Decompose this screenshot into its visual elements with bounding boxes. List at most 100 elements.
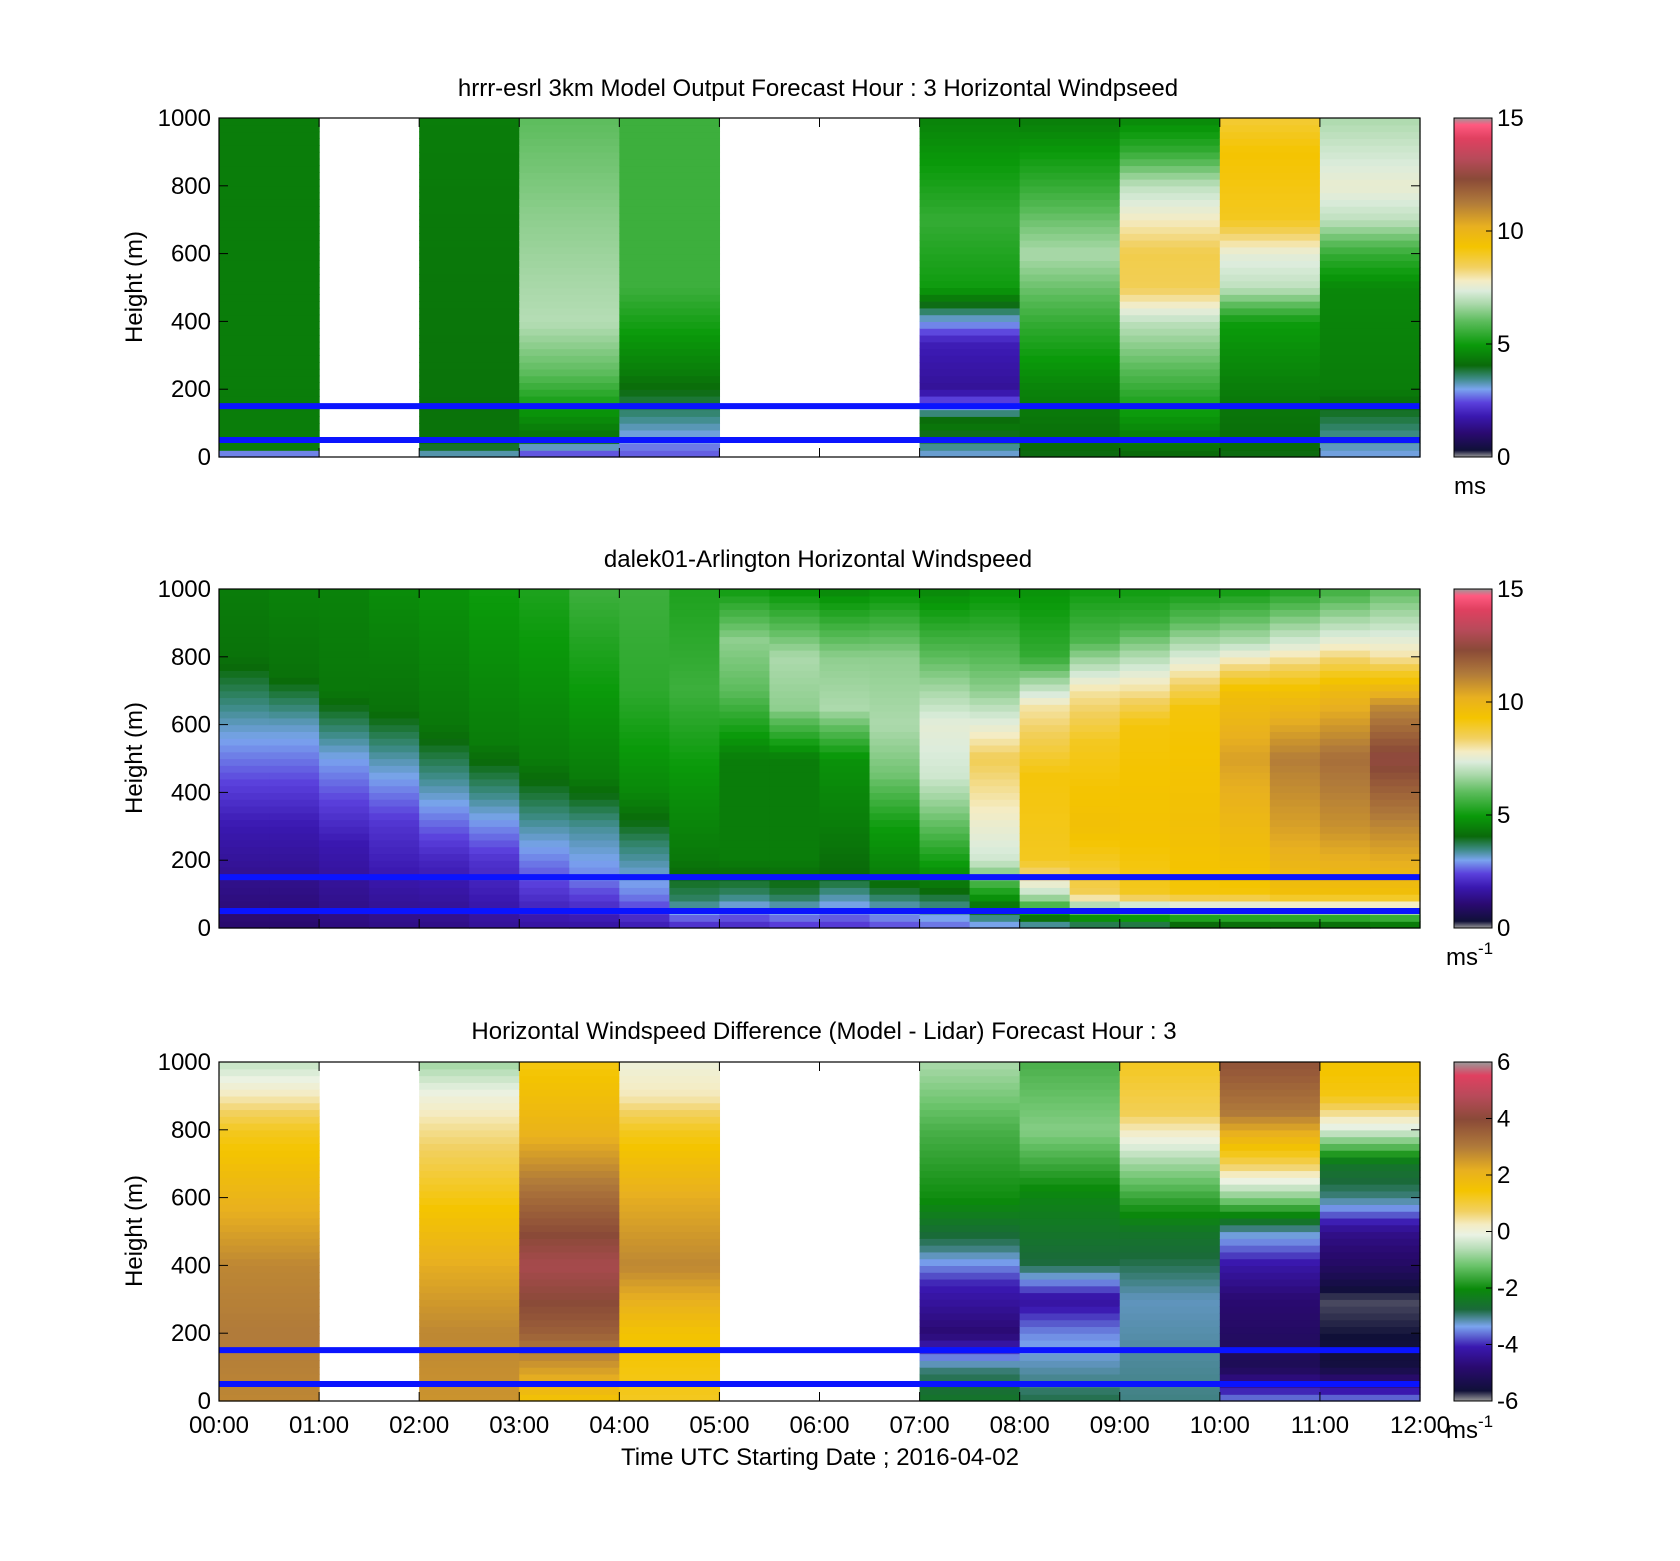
heatmap-cell <box>1319 158 1421 167</box>
heatmap-cell <box>519 683 570 692</box>
heatmap-cell <box>619 301 721 309</box>
heatmap-cell <box>219 1265 320 1273</box>
heatmap-cell <box>969 846 1021 855</box>
heatmap-cell <box>619 1062 721 1070</box>
heatmap-cell <box>1019 914 1071 922</box>
heatmap-cell <box>419 219 520 228</box>
heatmap-cell <box>1119 860 1171 868</box>
heatmap-cell <box>919 151 1021 160</box>
heatmap-cell <box>419 348 520 356</box>
heatmap-cell <box>1319 1156 1421 1165</box>
heatmap-cell <box>1019 1102 1121 1111</box>
heatmap-cell <box>519 348 620 356</box>
heatmap-cell <box>1219 1360 1321 1368</box>
heatmap-cell <box>1019 656 1071 665</box>
heatmap-cell <box>1169 609 1221 617</box>
heatmap-cell <box>619 226 721 234</box>
heatmap-cell <box>1369 636 1421 644</box>
heatmap-cell <box>1319 792 1371 800</box>
heatmap-cell <box>1269 602 1321 610</box>
heatmap-cell <box>519 670 570 678</box>
heatmap-cell <box>1319 826 1371 834</box>
heatmap-cell <box>619 772 670 780</box>
heatmap-cell <box>1319 602 1371 610</box>
heatmap-cell <box>219 731 270 739</box>
heatmap-cell <box>1019 1251 1121 1260</box>
heatmap-cell <box>519 1367 620 1375</box>
heatmap-cell <box>1319 1062 1421 1070</box>
heatmap-cell <box>969 778 1021 787</box>
heatmap-cell <box>419 663 470 671</box>
heatmap-cell <box>1219 409 1321 417</box>
heatmap-cell <box>969 731 1021 739</box>
heatmap-cell <box>619 240 721 248</box>
heatmap-cell <box>569 758 620 766</box>
heatmap-cell <box>1319 704 1371 712</box>
heatmap-cell <box>1019 1339 1121 1348</box>
heatmap-cell <box>419 294 520 302</box>
heatmap-cell <box>619 1163 721 1172</box>
heatmap-cell <box>619 1265 721 1273</box>
heatmap-cell <box>1319 860 1371 868</box>
heatmap-cell <box>1169 656 1221 665</box>
heatmap-cell <box>1319 900 1371 909</box>
heatmap-cell <box>619 1143 721 1151</box>
heatmap-cell <box>619 334 721 343</box>
heatmap-cell <box>419 253 520 261</box>
heatmap-cell <box>469 663 520 671</box>
heatmap-cell <box>1169 731 1221 739</box>
heatmap-cell <box>1119 1197 1221 1205</box>
heatmap-cell <box>719 629 771 638</box>
heatmap-cell <box>919 1095 1021 1104</box>
heatmap-cell <box>519 778 570 787</box>
heatmap-cell <box>1319 1204 1421 1212</box>
heatmap-cell <box>1319 341 1421 350</box>
heatmap-cell <box>269 860 320 868</box>
heatmap-cell <box>619 1089 721 1097</box>
heatmap-cell <box>269 724 320 732</box>
heatmap-cell <box>519 131 620 139</box>
heatmap-cell <box>419 758 470 766</box>
heatmap-cell <box>519 233 620 241</box>
heatmap-cell <box>1119 172 1221 180</box>
heatmap-cell <box>1119 1258 1221 1266</box>
heatmap-cell <box>1269 812 1321 821</box>
heatmap-cell <box>1269 839 1321 848</box>
heatmap-cell <box>919 683 971 692</box>
heatmap-cell <box>1319 307 1421 316</box>
heatmap-cell <box>919 1238 1021 1246</box>
heatmap-cell <box>1019 758 1071 766</box>
heatmap-cell <box>1269 744 1321 753</box>
heatmap-cell <box>1319 212 1421 221</box>
heatmap-cell <box>419 697 470 705</box>
heatmap-cell <box>519 799 570 807</box>
heatmap-cell <box>719 650 771 658</box>
heatmap-cell <box>1019 307 1121 316</box>
heatmap-cell <box>1119 1184 1221 1192</box>
heatmap-cell <box>269 602 320 610</box>
heatmap-cell <box>1319 206 1421 214</box>
heatmap-cell <box>519 914 570 922</box>
heatmap-cell <box>1119 1143 1221 1151</box>
heatmap-cell <box>419 429 520 438</box>
heatmap-cell <box>719 778 771 787</box>
heatmap-cell <box>519 1184 620 1192</box>
heatmap-cell <box>519 294 620 302</box>
panel-model-output: hrrr-esrl 3km Model Output Forecast Hour… <box>121 75 1524 500</box>
heatmap-cell <box>919 1082 1021 1090</box>
heatmap-cell <box>1019 246 1121 255</box>
heatmap-cell <box>619 1170 721 1178</box>
heatmap-cell <box>919 307 1021 316</box>
colorbar-ramp <box>1453 1061 1493 1402</box>
heatmap-cell <box>619 145 721 153</box>
heatmap-cell <box>1219 138 1321 146</box>
heatmap-cell <box>619 1217 721 1226</box>
panel-difference: Horizontal Windspeed Difference (Model -… <box>121 1018 1518 1471</box>
heatmap-cell <box>869 914 921 922</box>
heatmap-cell <box>519 328 620 336</box>
heatmap-cell <box>1019 1109 1121 1117</box>
heatmap-cell <box>919 731 971 739</box>
heatmap-cell <box>1319 395 1421 404</box>
heatmap-cell <box>419 1217 520 1226</box>
